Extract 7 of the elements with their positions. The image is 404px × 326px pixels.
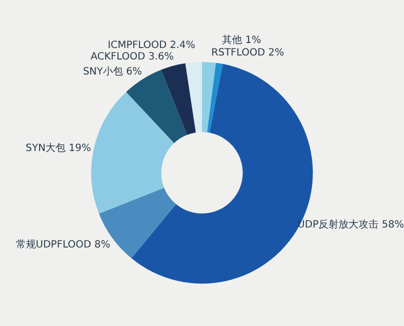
- slice-label: 其他 1%: [222, 34, 262, 46]
- slice-label: ACKFLOOD 3.6%: [90, 52, 174, 63]
- slice-label: SYN大包 19%: [26, 142, 91, 154]
- slice-label: SNY小包 6%: [82, 65, 142, 78]
- slice-label: RSTFLOOD 2%: [211, 48, 284, 59]
- slice-label: ICMPFLOOD 2.4%: [108, 40, 196, 51]
- slice-label: 常规UDPFLOOD 8%: [16, 238, 110, 250]
